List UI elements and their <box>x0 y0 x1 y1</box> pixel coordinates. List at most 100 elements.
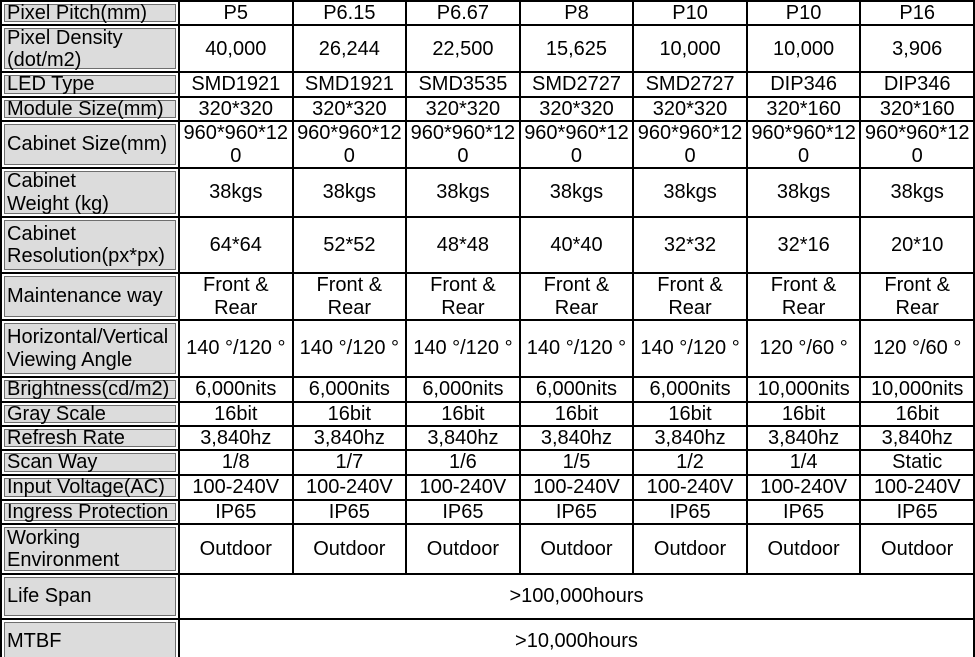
spec-value: SMD2727 <box>518 71 635 98</box>
spec-value: 960*960*12 0 <box>291 120 408 170</box>
spec-value: IP65 <box>632 498 748 526</box>
row-label: Gray Scale <box>0 400 180 427</box>
spec-value: Static <box>859 449 975 476</box>
spec-value: 16bit <box>178 400 294 427</box>
spec-value: Front & Rear <box>291 272 408 322</box>
spec-value: SMD2727 <box>632 71 748 98</box>
table-row: Life Span >100,000hours <box>0 573 975 621</box>
row-label: Cabinet Size(mm) <box>0 120 180 170</box>
spec-value: P10 <box>632 0 748 27</box>
spec-value: 10,000 <box>632 24 748 74</box>
spec-value: Front & Rear <box>178 272 294 322</box>
spec-value: 32*16 <box>745 216 862 275</box>
spec-value: IP65 <box>518 498 635 526</box>
spec-value: SMD1921 <box>291 71 408 98</box>
row-label: Scan Way <box>0 449 180 476</box>
table-row: Scan Way 1/8 1/7 1/6 1/5 1/2 1/4 Static <box>0 449 975 476</box>
spec-value: SMD3535 <box>405 71 521 98</box>
spec-value: 10,000nits <box>859 376 975 403</box>
spec-value: P6.67 <box>405 0 521 27</box>
spec-value: P8 <box>518 0 635 27</box>
row-label: Input Voltage(AC) <box>0 473 180 501</box>
spec-value: Front & Rear <box>859 272 975 322</box>
spec-value: 320*320 <box>405 95 521 123</box>
spec-value: 3,840hz <box>405 424 521 452</box>
table-row: Working Environment Outdoor Outdoor Outdoor… <box>0 523 975 576</box>
row-label: Cabinet Weight (kg) <box>0 167 180 219</box>
spec-value: 38kgs <box>291 167 408 219</box>
spec-value: 320*320 <box>178 95 294 123</box>
spec-value: 3,840hz <box>859 424 975 452</box>
spec-value: 10,000nits <box>745 376 862 403</box>
spec-value: 100-240V <box>291 473 408 501</box>
spec-value: Front & Rear <box>518 272 635 322</box>
row-label: Brightness(cd/m2) <box>0 376 180 403</box>
spec-value: 1/4 <box>745 449 862 476</box>
spec-value: 3,840hz <box>178 424 294 452</box>
spec-value: 26,244 <box>291 24 408 74</box>
spec-value: DIP346 <box>859 71 975 98</box>
spec-value: SMD1921 <box>178 71 294 98</box>
spec-value: 6,000nits <box>518 376 635 403</box>
spec-value: IP65 <box>859 498 975 526</box>
table-row: Cabinet Resolution(px*px) 64*64 52*52 48*48… <box>0 216 975 275</box>
spec-value: IP65 <box>178 498 294 526</box>
spec-value: 120 °/60 ° <box>859 319 975 379</box>
spec-value: 100-240V <box>632 473 748 501</box>
spec-value: IP65 <box>745 498 862 526</box>
spec-value: 38kgs <box>632 167 748 219</box>
spec-value: P6.15 <box>291 0 408 27</box>
table-row: Pixel Density (dot/m2) 40,000 26,244 22,500… <box>0 24 975 74</box>
spec-value: 3,906 <box>859 24 975 74</box>
spec-value: 6,000nits <box>632 376 748 403</box>
row-label: LED Type <box>0 71 180 98</box>
table-row: Gray Scale 16bit 16bit 16bit 16bit 16bit 16bit… <box>0 400 975 427</box>
spec-value: P16 <box>859 0 975 27</box>
spec-value: 52*52 <box>291 216 408 275</box>
spec-value: 140 °/120 ° <box>405 319 521 379</box>
spec-value: 320*320 <box>291 95 408 123</box>
spec-value: 960*960*12 0 <box>518 120 635 170</box>
spec-value: 38kgs <box>859 167 975 219</box>
spec-value: 64*64 <box>178 216 294 275</box>
spec-value: 3,840hz <box>518 424 635 452</box>
spec-value: 48*48 <box>405 216 521 275</box>
spec-value: Front & Rear <box>632 272 748 322</box>
spec-value: 320*160 <box>859 95 975 123</box>
spec-value: 22,500 <box>405 24 521 74</box>
row-label: Refresh Rate <box>0 424 180 452</box>
spec-value: 100-240V <box>859 473 975 501</box>
spec-value: 6,000nits <box>405 376 521 403</box>
table-row: Brightness(cd/m2) 6,000nits 6,000nits 6,000… <box>0 376 975 403</box>
spec-value: Front & Rear <box>405 272 521 322</box>
spec-value: 320*320 <box>632 95 748 123</box>
spec-value: 3,840hz <box>745 424 862 452</box>
spec-value: Outdoor <box>745 523 862 576</box>
table-row: MTBF >10,000hours <box>0 618 975 657</box>
row-label: Maintenance way <box>0 272 180 322</box>
row-label: MTBF <box>0 618 180 657</box>
spec-value: 16bit <box>859 400 975 427</box>
spec-value: 1/6 <box>405 449 521 476</box>
table-row: LED Type SMD1921 SMD1921 SMD3535 SMD2727 SMD2… <box>0 71 975 98</box>
table-row: Horizontal/Vertical Viewing Angle 140 °/1… <box>0 319 975 379</box>
spec-value: Outdoor <box>405 523 521 576</box>
row-label: Horizontal/Vertical Viewing Angle <box>0 319 180 379</box>
spec-value: 16bit <box>405 400 521 427</box>
spec-value: 120 °/60 ° <box>745 319 862 379</box>
spec-value: 100-240V <box>745 473 862 501</box>
spec-value: 100-240V <box>518 473 635 501</box>
spec-value: 6,000nits <box>291 376 408 403</box>
spec-value: 16bit <box>291 400 408 427</box>
spec-value: Front & Rear <box>745 272 862 322</box>
spec-value: 960*960*12 0 <box>405 120 521 170</box>
spec-value: 38kgs <box>518 167 635 219</box>
row-label: Pixel Pitch(mm) <box>0 0 180 27</box>
spec-value: 100-240V <box>178 473 294 501</box>
spec-value: 100-240V <box>405 473 521 501</box>
spec-value: 10,000 <box>745 24 862 74</box>
spec-value: 40*40 <box>518 216 635 275</box>
spec-value: 960*960*12 0 <box>632 120 748 170</box>
